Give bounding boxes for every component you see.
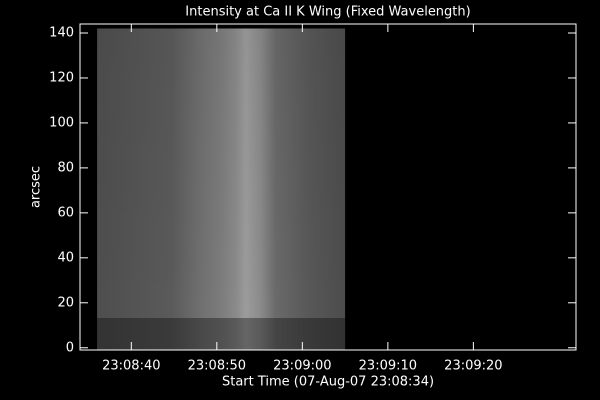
y-tick-label: 120 xyxy=(49,70,74,85)
y-tick-label: 140 xyxy=(49,25,74,40)
y-tick-label: 20 xyxy=(57,295,74,310)
x-tick-label: 23:09:10 xyxy=(359,359,417,374)
plot-frame xyxy=(79,23,577,351)
y-axis-label: arcsec xyxy=(29,166,44,208)
y-tick-label: 0 xyxy=(66,340,74,355)
y-tick-label: 60 xyxy=(57,205,74,220)
x-tick-label: 23:08:40 xyxy=(102,359,160,374)
y-tick-label: 40 xyxy=(57,250,74,265)
y-tick-label: 80 xyxy=(57,160,74,175)
chart-title: Intensity at Ca II K Wing (Fixed Wavelen… xyxy=(185,5,470,20)
image-shade xyxy=(97,28,346,350)
y-tick-label: 100 xyxy=(49,115,74,130)
x-tick-label: 23:08:50 xyxy=(188,359,246,374)
x-tick-label: 23:09:20 xyxy=(444,359,502,374)
x-axis-label: Start Time (07-Aug-07 23:08:34) xyxy=(222,375,434,390)
image-layer xyxy=(97,28,346,350)
x-tick-label: 23:09:00 xyxy=(273,359,331,374)
